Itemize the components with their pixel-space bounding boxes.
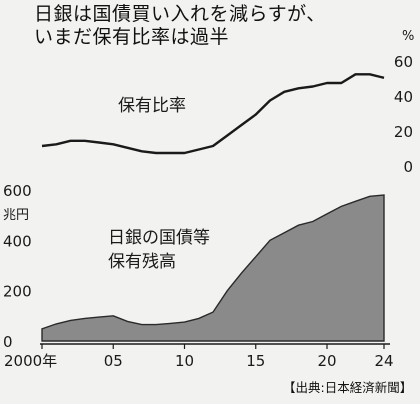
holdings-unit: 兆円 bbox=[3, 208, 29, 223]
holdings-panel: 0 200 400 600 兆円 日銀の国債等 保有残高 bbox=[3, 182, 390, 351]
chart-title: 日銀は国債買い入れを減らすが、 いまだ保有比率は過半 bbox=[34, 3, 404, 49]
holdings-area bbox=[41, 194, 385, 342]
ratio-panel: 0 20 40 60 % 保有比率 bbox=[41, 29, 414, 176]
x-tick-label: 24 bbox=[374, 352, 393, 370]
holdings-series-label-line-2: 保有残高 bbox=[108, 252, 176, 272]
x-tick-label: 2000年 bbox=[4, 352, 57, 370]
ratio-tick-label: 40 bbox=[394, 88, 413, 106]
ratio-tick-label: 0 bbox=[403, 158, 413, 176]
x-tick-label: 20 bbox=[317, 352, 336, 370]
ratio-line bbox=[41, 73, 385, 155]
ratio-series-label: 保有比率 bbox=[118, 96, 186, 116]
holdings-tick-label: 200 bbox=[3, 283, 32, 301]
x-tick-label: 05 bbox=[104, 352, 123, 370]
holdings-tick-label: 400 bbox=[3, 232, 32, 250]
holdings-axis-ticks: 0 200 400 600 bbox=[3, 182, 32, 351]
holdings-tick-label: 0 bbox=[3, 333, 13, 351]
title-line-2: いまだ保有比率は過半 bbox=[34, 26, 230, 48]
x-tick-label: 10 bbox=[175, 352, 194, 370]
ratio-axis-ticks: 0 20 40 60 bbox=[394, 53, 413, 176]
title-line-1: 日銀は国債買い入れを減らすが、 bbox=[34, 3, 326, 25]
holdings-series-label-line-1: 日銀の国債等 bbox=[108, 228, 210, 248]
ratio-tick-label: 60 bbox=[394, 53, 413, 71]
x-tick-label: 15 bbox=[246, 352, 265, 370]
holdings-tick-label: 600 bbox=[3, 182, 32, 200]
ratio-tick-label: 20 bbox=[394, 123, 413, 141]
ratio-unit: % bbox=[402, 29, 414, 44]
source-note: 【出典:日本経済新聞】 bbox=[283, 380, 412, 395]
x-axis-ticks: 2000年 05 10 15 20 24 bbox=[4, 344, 394, 370]
